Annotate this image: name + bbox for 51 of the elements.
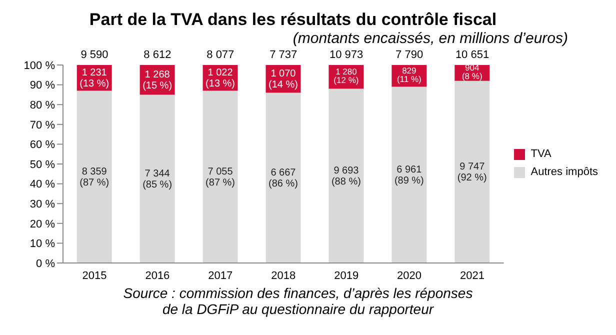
chart-subtitle: (montants encaissés, en millions d’euros) bbox=[292, 30, 569, 47]
text: de la DGFiP au questionnaire du rapporteur bbox=[161, 301, 435, 317]
data-label: 1 268 (15 %) bbox=[142, 68, 172, 91]
bar bbox=[140, 94, 175, 263]
data-label: 1 070 (14 %) bbox=[268, 68, 298, 90]
bar bbox=[202, 90, 238, 263]
source-note: Source : commission des finances, d’après les réponses bbox=[122, 285, 474, 301]
x-tick-label: 2015 bbox=[82, 270, 107, 282]
annotation: 10 651 bbox=[455, 49, 490, 61]
data-label: 9 747 (92 %) bbox=[457, 161, 487, 184]
data-label: 829 (11 %) bbox=[396, 66, 422, 84]
y-tick-label: 0 % bbox=[36, 258, 56, 270]
annotation: 7 737 bbox=[270, 49, 298, 61]
x-tick-label: 2016 bbox=[145, 270, 170, 282]
y-tick-label: 80 % bbox=[30, 100, 56, 112]
x-tick-label: 2017 bbox=[208, 270, 233, 282]
annotation: 7 790 bbox=[396, 49, 424, 61]
y-tick-label: 90 % bbox=[30, 80, 56, 92]
annotation: 8 612 bbox=[144, 49, 172, 61]
x-tick-label: 2018 bbox=[271, 270, 296, 282]
data-label: 1 280 (12 %) bbox=[334, 66, 359, 86]
y-tick-label: 50 % bbox=[30, 158, 56, 171]
data-label: 6 961 (89 %) bbox=[394, 164, 424, 186]
data-label: 1 022 (13 %) bbox=[206, 67, 236, 90]
data-label: 9 693 (88 %) bbox=[331, 165, 361, 188]
bar bbox=[328, 88, 364, 263]
bar bbox=[76, 90, 112, 263]
bar bbox=[392, 86, 427, 263]
legend-label: TVA bbox=[530, 148, 552, 160]
y-tick-label: 40 % bbox=[30, 178, 56, 191]
annotation: 10 973 bbox=[330, 49, 364, 61]
annotation: 9 590 bbox=[80, 49, 108, 61]
bar bbox=[266, 92, 301, 263]
y-tick-label: 60 % bbox=[30, 139, 56, 152]
x-tick-label: 2020 bbox=[397, 270, 422, 282]
x-tick-label: 2019 bbox=[334, 270, 359, 282]
y-tick-label: 10 % bbox=[30, 238, 56, 250]
y-tick-label: 30 % bbox=[30, 198, 56, 211]
x-tick-label: 2021 bbox=[460, 270, 485, 282]
data-label: 7 344 (85 %) bbox=[142, 168, 172, 190]
data-label: 1 231 (13 %) bbox=[80, 67, 110, 90]
data-label: 7 055 (87 %) bbox=[206, 166, 236, 188]
annotation: 8 077 bbox=[206, 49, 234, 61]
bar bbox=[454, 80, 490, 263]
y-tick-label: 70 % bbox=[30, 119, 56, 132]
y-tick-label: 100 % bbox=[24, 60, 56, 72]
chart-title: Part de la TVA dans les résultats du contrôle fiscal bbox=[88, 9, 498, 30]
data-label: 6 667 (86 %) bbox=[268, 167, 298, 189]
data-label: 8 359 (87 %) bbox=[80, 166, 110, 188]
legend-label: Autres impôts bbox=[530, 166, 598, 178]
y-tick-label: 20 % bbox=[30, 218, 56, 230]
